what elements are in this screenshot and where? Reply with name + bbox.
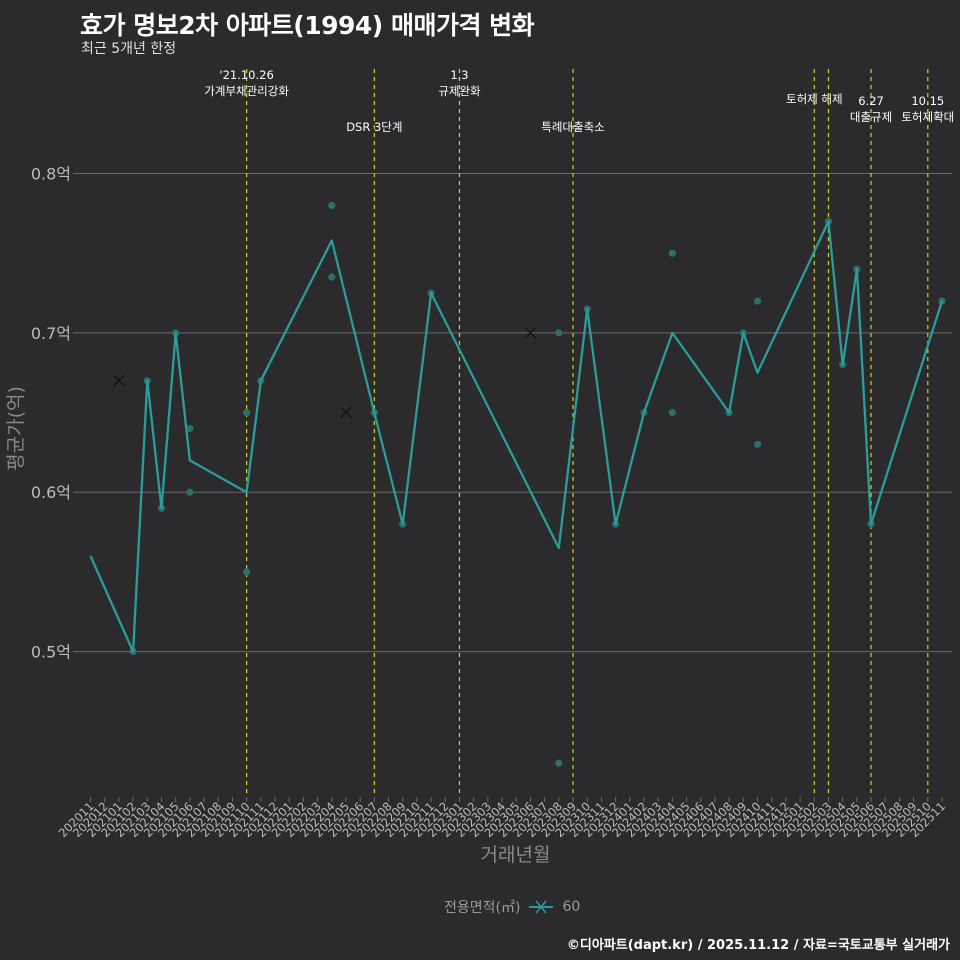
event-label: 6.27 대출규제 (850, 94, 892, 124)
data-point (328, 273, 336, 281)
data-point (186, 424, 194, 433)
data-point (668, 408, 676, 417)
cross-marker-stroke (524, 326, 537, 339)
event-label: 1.3 규제완화 (438, 68, 481, 98)
cross-marker (339, 406, 352, 419)
data-point (328, 201, 336, 210)
legend-item-label: 60 (562, 899, 581, 915)
data-point (243, 408, 251, 417)
data-point (753, 440, 762, 449)
data-point (555, 329, 563, 337)
chart-subtitle: 최근 5개년 한정 (81, 41, 177, 57)
event-label: 토허제 해제 (786, 92, 843, 106)
data-point (186, 488, 194, 496)
event-label: DSR 3단계 (346, 120, 402, 134)
legend-key-icon (528, 898, 554, 916)
data-point (753, 297, 762, 305)
cross-marker-stroke (339, 406, 352, 419)
cross-marker (112, 374, 125, 387)
y-tick-label: 0.7억 (31, 324, 71, 343)
data-point (243, 568, 251, 576)
x-axis-title: 거래년월 (481, 844, 551, 866)
event-label: '21.10.26 가계부채관리강화 (204, 68, 289, 98)
legend-title: 전용면적(㎡) (444, 900, 521, 916)
event-label: 특례대출축소 (541, 120, 604, 134)
chart-title: 효가 명보2차 아파트(1994) 매매가격 변화 (80, 11, 535, 40)
data-point (555, 759, 563, 767)
event-label: 10.15 토허제확대 (901, 94, 954, 124)
data-point (668, 249, 676, 257)
source-caption: ©디아파트(dapt.kr) / 2025.11.12 / 자료=국토교통부 실… (566, 938, 950, 953)
y-tick-label: 0.8억 (31, 165, 71, 184)
cross-marker-stroke (112, 374, 125, 387)
series-line-60 (89, 220, 944, 653)
legend: 전용면적(㎡) 60 (444, 897, 580, 917)
y-tick-label: 0.6억 (31, 483, 71, 502)
y-axis-title: 평균가(억) (5, 386, 27, 471)
y-tick-label: 0.5억 (31, 643, 71, 662)
cross-marker (524, 326, 537, 339)
